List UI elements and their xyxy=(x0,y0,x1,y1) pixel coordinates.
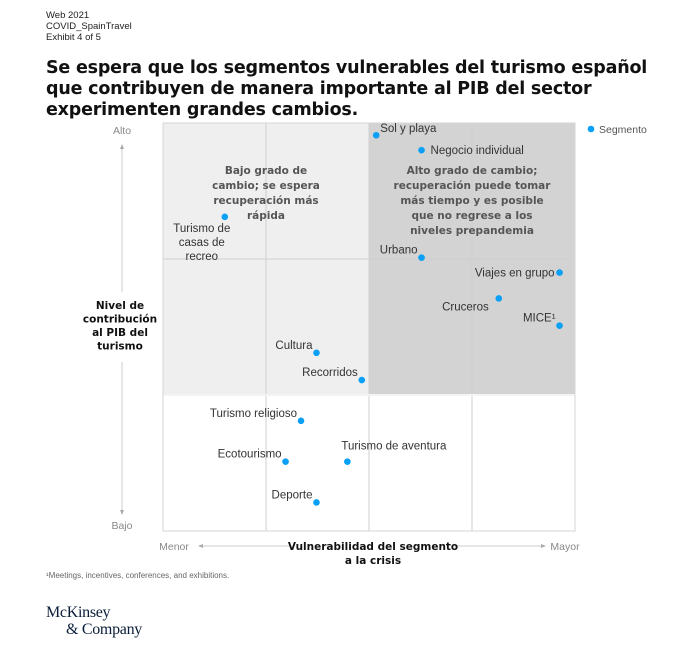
point-label: Deporte xyxy=(272,489,313,501)
data-points: Turismo de casas de recreo Sol y playa Negoc… xyxy=(173,123,563,506)
point-label: Turismo de xyxy=(173,223,230,235)
point-label: Recorridos xyxy=(302,367,358,379)
meta-line-3: Exhibit 4 of 5 xyxy=(46,32,101,43)
region-annotation-line: Alto grado de cambio; xyxy=(407,165,538,177)
exhibit-meta: Web 2021 COVID_SpainTravel Exhibit 4 of … xyxy=(46,10,132,43)
point-label: recreo xyxy=(185,251,218,263)
y-axis-title-line: Nivel de xyxy=(96,300,144,312)
region-annotation-line: rápida xyxy=(247,210,285,222)
x-axis-title-line: a la crisis xyxy=(345,555,401,567)
legend-marker xyxy=(587,125,595,133)
point-label: Sol y playa xyxy=(380,123,437,135)
legend-label: Segmento xyxy=(599,124,647,136)
chart-title: Se espera que los segmentos vulnerables … xyxy=(46,58,648,120)
point-marker xyxy=(297,417,305,425)
data-point: Turismo de casas de recreo xyxy=(173,213,230,263)
point-label: Viajes en grupo xyxy=(475,268,555,280)
point-label: Turismo religioso xyxy=(210,408,297,420)
point-marker xyxy=(495,295,503,302)
point-marker xyxy=(556,269,563,276)
data-point: Urbano xyxy=(380,245,425,261)
data-point: Negocio individual xyxy=(418,145,524,157)
meta-line-1: Web 2021 xyxy=(46,10,90,21)
plot-border xyxy=(162,122,576,532)
y-axis-title-line: turismo xyxy=(97,341,143,353)
point-label: MICE¹ xyxy=(523,313,556,325)
point-marker xyxy=(556,322,563,329)
y-axis-title-line: al PIB del xyxy=(92,327,148,339)
point-label: Ecotourismo xyxy=(218,449,282,461)
point-label: Cultura xyxy=(275,340,313,352)
plot-frame xyxy=(162,122,576,532)
logo-line-2: & Company xyxy=(66,621,142,638)
region-annotation-line: niveles prepandemia xyxy=(410,225,534,237)
region-annotation-line: que no regrese a los xyxy=(411,210,532,222)
data-point: Turismo de aventura xyxy=(341,441,447,465)
data-point: Recorridos xyxy=(302,367,366,384)
point-marker xyxy=(418,146,425,154)
data-point: Viajes en grupo xyxy=(475,268,563,280)
x-axis-title-line: Vulnerabilidad del segmento xyxy=(288,541,458,553)
point-label: Turismo de aventura xyxy=(341,441,447,453)
point-label: Cruceros xyxy=(442,301,489,313)
point-marker xyxy=(418,254,425,261)
region-annotation-line: más tiempo y es posible xyxy=(400,195,543,207)
x-arrow-left-icon xyxy=(198,544,203,548)
region-annotation-line: recuperación puede tomar xyxy=(394,180,552,192)
x-arrow-right-icon xyxy=(541,544,546,548)
region-annotation-line: Bajo grado de xyxy=(225,165,307,177)
data-point: Ecotourismo xyxy=(218,449,289,465)
y-axis-title-line: contribución xyxy=(83,314,157,326)
y-low-label: Bajo xyxy=(111,520,132,532)
point-marker xyxy=(313,499,320,506)
data-point: Turismo religioso xyxy=(210,408,305,425)
y-arrow-up-icon xyxy=(120,144,124,149)
point-marker xyxy=(358,376,366,384)
data-point: Deporte xyxy=(272,489,320,506)
point-label: Urbano xyxy=(380,245,418,257)
x-high-label: Mayor xyxy=(550,541,580,553)
point-marker xyxy=(372,131,380,139)
meta-line-2: COVID_SpainTravel xyxy=(46,21,132,32)
y-arrow-down-icon xyxy=(120,510,124,515)
data-point: Cultura xyxy=(275,340,320,357)
mckinsey-logo: McKinsey & Company xyxy=(46,604,142,638)
footnote: ¹Meetings, incentives, conferences, and … xyxy=(46,571,230,580)
point-label: Negocio individual xyxy=(431,145,524,157)
point-marker xyxy=(282,458,289,465)
point-marker xyxy=(344,458,351,465)
data-point: MICE¹ xyxy=(523,313,563,329)
data-point: Sol y playa xyxy=(372,123,437,139)
region-annotation-line: cambio; se espera xyxy=(212,180,320,192)
quadrant-annotations: Bajo grado de cambio; se espera recuperaci… xyxy=(212,165,551,237)
logo-line-1: McKinsey xyxy=(46,604,111,621)
x-low-label: Menor xyxy=(159,541,189,553)
legend: Segmento xyxy=(587,124,647,136)
y-high-label: Alto xyxy=(113,125,131,137)
point-marker xyxy=(313,349,320,357)
point-marker xyxy=(221,213,229,221)
region-annotation-line: recuperación más xyxy=(213,195,318,207)
point-label: casas de xyxy=(179,237,225,249)
data-point: Cruceros xyxy=(442,295,503,313)
gridlines xyxy=(163,123,575,531)
